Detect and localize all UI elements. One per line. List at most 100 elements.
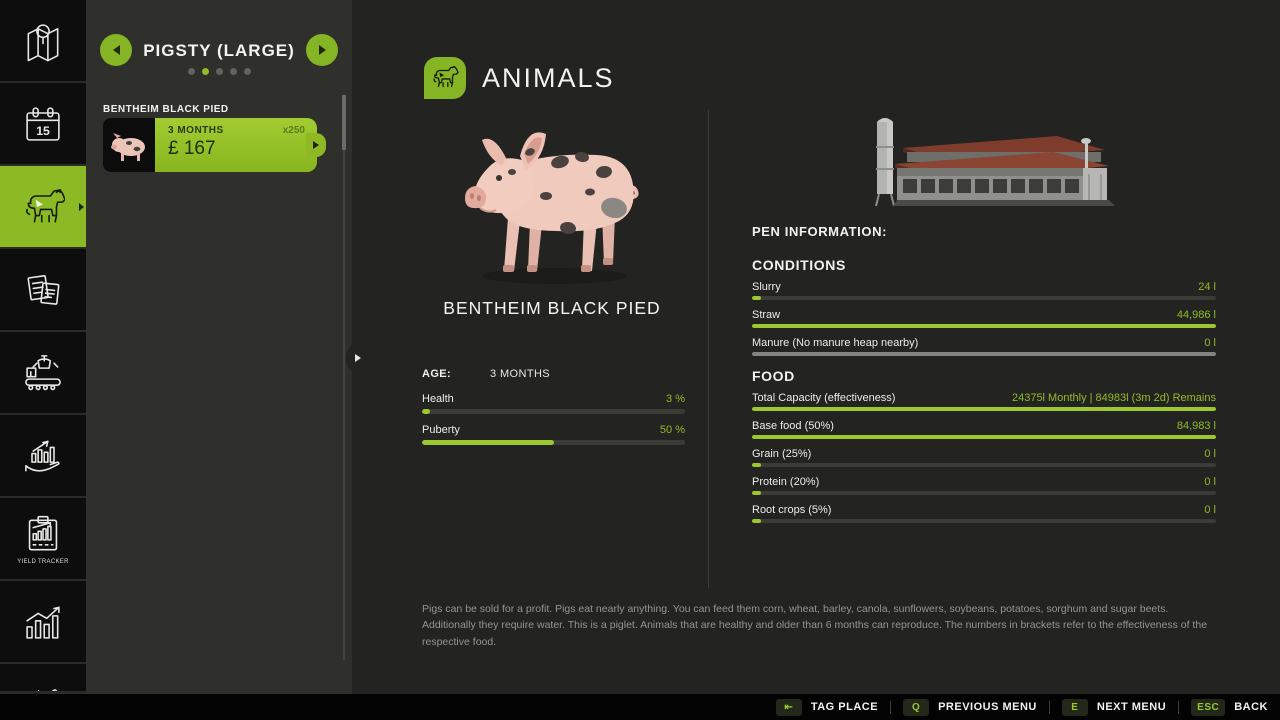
food-title: FOOD [752, 368, 795, 384]
prev-pen-button[interactable] [100, 34, 132, 66]
row-label: Manure (No manure heap nearby) [752, 337, 919, 349]
sidebar-item-caption: YIELD TRACKER [17, 558, 69, 565]
yield-tracker-icon [28, 515, 58, 550]
animal-stats: Health 3 % Puberty 50 % [422, 393, 685, 455]
pen-page-dot-3[interactable] [215, 68, 223, 75]
calendar-icon: 15 [26, 106, 60, 141]
piglet-thumb-icon [111, 133, 145, 161]
hint-back[interactable]: ESC BACK [1191, 698, 1268, 716]
bottom-hint-bar: ⇤ TAG PLACE Q PREVIOUS MENU E NEXT MENU ESC BAC… [0, 694, 1280, 720]
row-label: Slurry [752, 281, 781, 293]
pen-title: PIGSTY (LARGE) [143, 41, 295, 60]
pigsty-building-image [857, 106, 1117, 214]
stat-row-manure-no-manure-heap-nearby: Manure (No manure heap nearby) 0 l [752, 337, 1216, 356]
sidebar-item-animals[interactable] [0, 166, 86, 247]
keycap: ⇤ [775, 698, 802, 716]
animal-count-badge: x250 [282, 125, 305, 136]
sidebar-item-map[interactable] [0, 0, 86, 81]
progress-bar [752, 352, 1216, 356]
pen-page-dot-1[interactable] [187, 68, 195, 75]
sidebar-item-calendar[interactable]: 15 [0, 83, 86, 164]
finances-icon [25, 440, 60, 472]
list-scrollbar[interactable] [342, 95, 346, 660]
row-label: Puberty [422, 424, 460, 436]
pen-information-title: PEN INFORMATION: [752, 224, 888, 239]
stat-row-straw: Straw 44,986 l [752, 309, 1216, 328]
hint-previous-menu[interactable]: Q PREVIOUS MENU [903, 698, 1037, 716]
row-label: Grain (25%) [752, 448, 812, 460]
hint-next-menu[interactable]: E NEXT MENU [1061, 698, 1167, 716]
next-pen-button[interactable] [306, 34, 338, 66]
animal-price: £ 167 [168, 138, 216, 159]
sidebar-item-partial[interactable] [0, 664, 86, 691]
progress-bar [752, 296, 1216, 300]
sidebar: 15 YIELD TRACKER [0, 0, 86, 694]
hint-separator [1178, 700, 1180, 714]
stat-row-grain-25: Grain (25%) 0 l [752, 448, 1216, 467]
stat-row-protein-20: Protein (20%) 0 l [752, 476, 1216, 495]
keycap: Q [903, 698, 930, 716]
row-value: 0 l [1204, 448, 1216, 460]
pen-page-dot-4[interactable] [229, 68, 237, 75]
animals-icon [26, 188, 65, 222]
row-label: Base food (50%) [752, 420, 834, 432]
row-label: Health [422, 393, 454, 405]
animal-card-body: 3 MONTHS x250 £ 167 [155, 118, 326, 172]
row-value: 0 l [1204, 504, 1216, 516]
sidebar-item-contracts[interactable] [0, 249, 86, 330]
arrow-left-icon [112, 45, 120, 55]
food-section: FOOD Total Capacity (effectiveness) 24375… [752, 368, 1216, 532]
row-label: Root crops (5%) [752, 504, 832, 516]
sidebar-item-production[interactable] [0, 332, 86, 413]
pen-page-dot-5[interactable] [243, 68, 251, 75]
page-header: ANIMALS [424, 57, 615, 99]
row-label: Straw [752, 309, 781, 321]
stat-row-total-capacity-effectiveness: Total Capacity (effectiveness) 24375l Mon… [752, 392, 1216, 411]
pigsty-panel: PIGSTY (LARGE) BENTHEIM BLACK PIED 3 MON… [86, 0, 352, 694]
row-value: 50 % [659, 424, 685, 436]
cow-icon [433, 66, 459, 88]
sidebar-item-yield-tracker[interactable]: YIELD TRACKER [0, 498, 86, 579]
statistics-icon [26, 606, 60, 639]
pen-page-dot-2[interactable] [201, 68, 209, 75]
row-value: 3 % [666, 393, 685, 405]
hint-label: NEXT MENU [1096, 701, 1167, 713]
hint-separator [1048, 700, 1050, 714]
map-icon [27, 23, 59, 61]
stat-row-root-crops-5: Root crops (5%) 0 l [752, 504, 1216, 523]
pigsty-nav: PIGSTY (LARGE) [86, 34, 352, 66]
hint-label: PREVIOUS MENU [938, 701, 1037, 713]
row-label: Protein (20%) [752, 476, 820, 488]
row-value: 0 l [1204, 337, 1216, 349]
sidebar-item-finances[interactable] [0, 415, 86, 496]
row-label: Total Capacity (effectiveness) [752, 392, 896, 404]
partial-icon [37, 689, 57, 691]
keycap: E [1061, 698, 1088, 716]
hint-label: BACK [1234, 701, 1268, 713]
age-value: 3 MONTHS [490, 368, 551, 380]
chevron-right-icon [313, 141, 319, 149]
animals-page: ANIMALS [346, 0, 1280, 694]
animal-list-item[interactable]: 3 MONTHS x250 £ 167 [103, 118, 326, 172]
scrollbar-thumb[interactable] [342, 95, 346, 150]
stat-row-slurry: Slurry 24 l [752, 281, 1216, 300]
animals-badge [424, 57, 466, 99]
animal-thumbnail [103, 118, 155, 172]
conditions-section: CONDITIONS Slurry 24 l Straw 44,986 l Manure… [752, 257, 1216, 365]
hint-tag-place[interactable]: ⇤ TAG PLACE [775, 698, 878, 716]
hint-separator [890, 700, 892, 714]
arrow-right-icon [318, 45, 326, 55]
age-row: AGE: 3 MONTHS [422, 368, 550, 380]
sidebar-item-statistics[interactable] [0, 581, 86, 662]
age-label: AGE: [422, 368, 452, 380]
progress-bar [752, 435, 1216, 439]
progress-bar [752, 491, 1216, 495]
piglet-image [442, 100, 672, 295]
panel-expand-handle[interactable] [346, 338, 386, 378]
animal-card-arrow [306, 133, 326, 157]
contracts-icon [27, 274, 60, 305]
stat-row-health: Health 3 % [422, 393, 685, 414]
animal-description: Pigs can be sold for a profit. Pigs eat … [422, 603, 1208, 648]
progress-bar [752, 324, 1216, 328]
progress-bar [422, 440, 685, 445]
